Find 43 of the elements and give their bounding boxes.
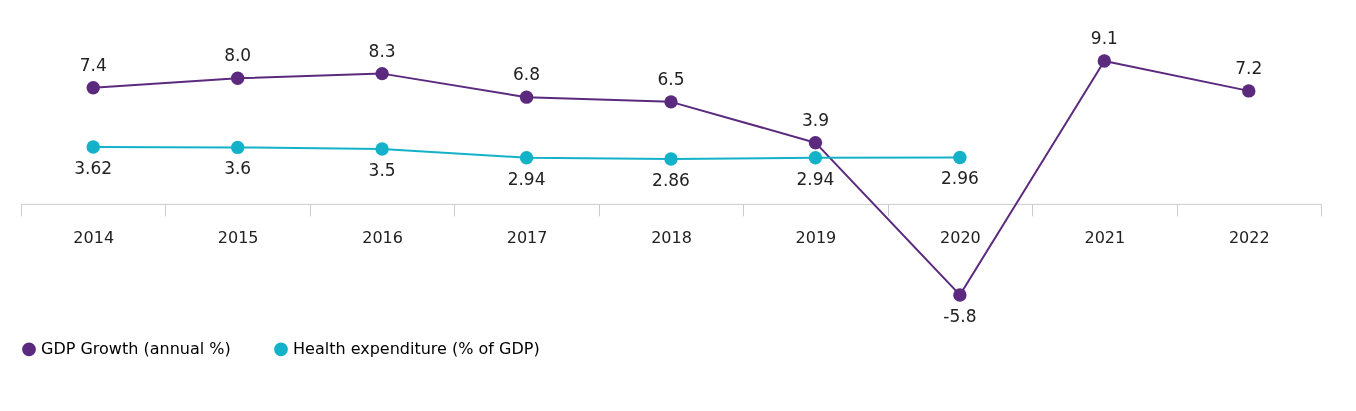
x-tick-label: 2015 — [217, 228, 259, 248]
x-tick-label: 2018 — [651, 228, 692, 248]
legend-label: GDP Growth (annual %) — [41, 339, 231, 359]
point — [375, 142, 389, 156]
point — [1242, 84, 1256, 98]
point — [375, 66, 389, 81]
data-label: 6.5 — [657, 68, 685, 89]
x-tick-label: 2020 — [940, 228, 981, 248]
point — [664, 95, 678, 109]
x-tick-label: 2022 — [1228, 228, 1270, 248]
data-label: 6.8 — [513, 64, 541, 85]
data-label: -5.8 — [943, 305, 977, 326]
data-label: 8.3 — [368, 40, 396, 61]
data-label: 3.5 — [368, 159, 396, 180]
data-label: 3.9 — [801, 109, 829, 130]
point — [86, 140, 100, 154]
data-label: 2.96 — [940, 168, 979, 189]
legend-label: Health expenditure (% of GDP) — [293, 339, 540, 359]
point — [808, 135, 823, 150]
x-tick-label: 2021 — [1084, 228, 1126, 248]
data-label: 3.62 — [74, 158, 113, 179]
point — [230, 71, 245, 86]
point — [953, 288, 967, 302]
data-label: 7.2 — [1235, 57, 1263, 78]
point — [519, 90, 534, 104]
point — [664, 152, 678, 166]
point — [230, 140, 245, 155]
point — [519, 151, 534, 165]
data-label: 9.1 — [1090, 28, 1118, 49]
data-label: 8.0 — [224, 45, 252, 66]
point — [808, 151, 823, 165]
x-tick-label: 2014 — [73, 228, 115, 248]
data-label: 2.86 — [652, 170, 690, 191]
point — [86, 81, 100, 95]
data-label: 7.4 — [79, 54, 107, 75]
point — [1097, 54, 1112, 68]
x-tick-label: 2016 — [362, 228, 403, 248]
point — [953, 150, 967, 165]
data-label: 2.94 — [796, 168, 835, 189]
x-tick-label: 2017 — [506, 228, 548, 248]
data-label: 2.94 — [507, 168, 546, 189]
x-tick-label: 2019 — [795, 228, 837, 248]
data-label: 3.6 — [224, 158, 252, 179]
